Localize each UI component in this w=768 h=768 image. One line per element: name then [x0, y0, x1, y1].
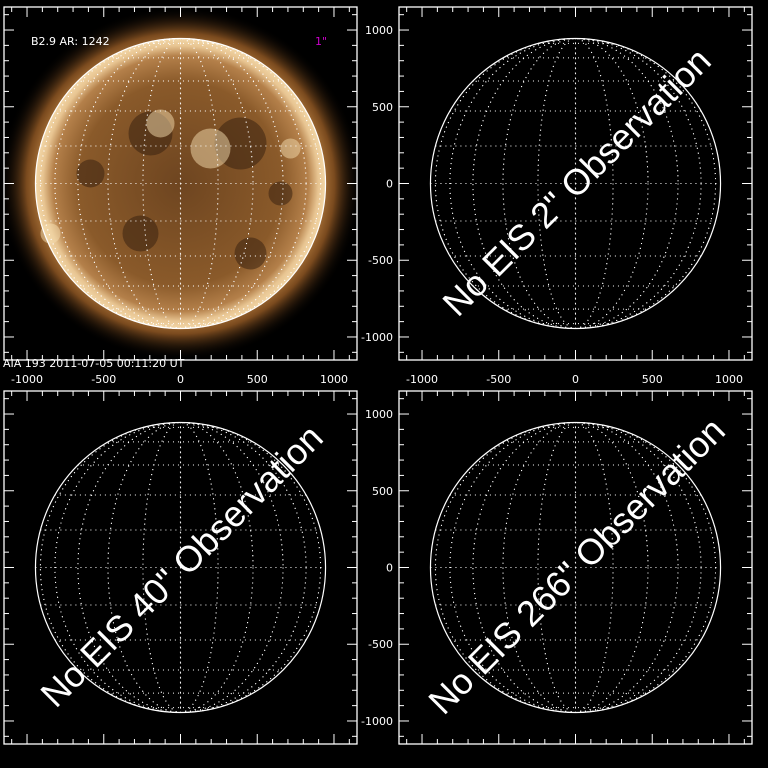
x-tick-label: -500	[486, 373, 511, 386]
active-region	[40, 223, 61, 244]
y-tick-label: 1000	[365, 24, 393, 37]
flare-label: B2.9 AR: 1242	[31, 35, 110, 48]
panel-eis-266: -1000 -500 0 500 1000 No EIS 266" Observation	[361, 390, 753, 745]
meridian	[537, 37, 614, 330]
x-tick-label: 500	[247, 373, 268, 386]
panel-aia: -1000 -500 0 500 1000 B2.9 AR: 1242 1" AIA 193 …	[3, 6, 358, 386]
x-tick-label: 0	[572, 373, 579, 386]
x-tick-label: 1000	[715, 373, 743, 386]
active-region	[280, 138, 301, 159]
y-tick-label: 1000	[365, 408, 393, 421]
y-tick-label: 0	[386, 178, 393, 191]
observation-footer: AIA 193 2011-07-05 00:11:20 UT	[3, 357, 185, 370]
x-tick-label: 0	[177, 373, 184, 386]
panel-eis-2: -1000 -1000 -500 -500 0 0 500 500 1000 1000 No EIS…	[361, 6, 753, 386]
x-tick-label: -1000	[11, 373, 43, 386]
meridian	[142, 37, 219, 330]
panel-eis-40: No EIS 40" Observation	[3, 390, 358, 745]
meridian	[537, 421, 614, 714]
active-region	[190, 128, 231, 169]
coronal-hole	[122, 215, 159, 252]
x-tick-label: -1000	[406, 373, 438, 386]
y-tick-label: -1000	[361, 331, 393, 344]
no-observation-message: No EIS 40" Observation	[32, 417, 330, 715]
no-observation-message: No EIS 2" Observation	[434, 40, 718, 324]
coronal-hole	[268, 181, 293, 206]
x-tick-label: -500	[91, 373, 116, 386]
limb-circle	[429, 421, 722, 714]
limb-circle	[34, 421, 327, 714]
y-tick-label: -500	[368, 638, 393, 651]
no-observation-message: No EIS 266" Observation	[420, 409, 733, 722]
coronal-hole	[76, 159, 105, 188]
y-tick-label: 500	[372, 101, 393, 114]
active-region	[146, 109, 175, 138]
limb-circle	[429, 37, 722, 330]
meridian	[142, 421, 219, 714]
y-tick-label: 500	[372, 485, 393, 498]
x-tick-label: 500	[642, 373, 663, 386]
limb-circle	[34, 37, 327, 330]
y-tick-label: 0	[386, 562, 393, 575]
y-tick-label: -500	[368, 254, 393, 267]
coronal-hole	[234, 237, 267, 270]
y-tick-label: -1000	[361, 715, 393, 728]
resolution-label: 1"	[315, 35, 327, 48]
x-tick-label: 1000	[320, 373, 348, 386]
